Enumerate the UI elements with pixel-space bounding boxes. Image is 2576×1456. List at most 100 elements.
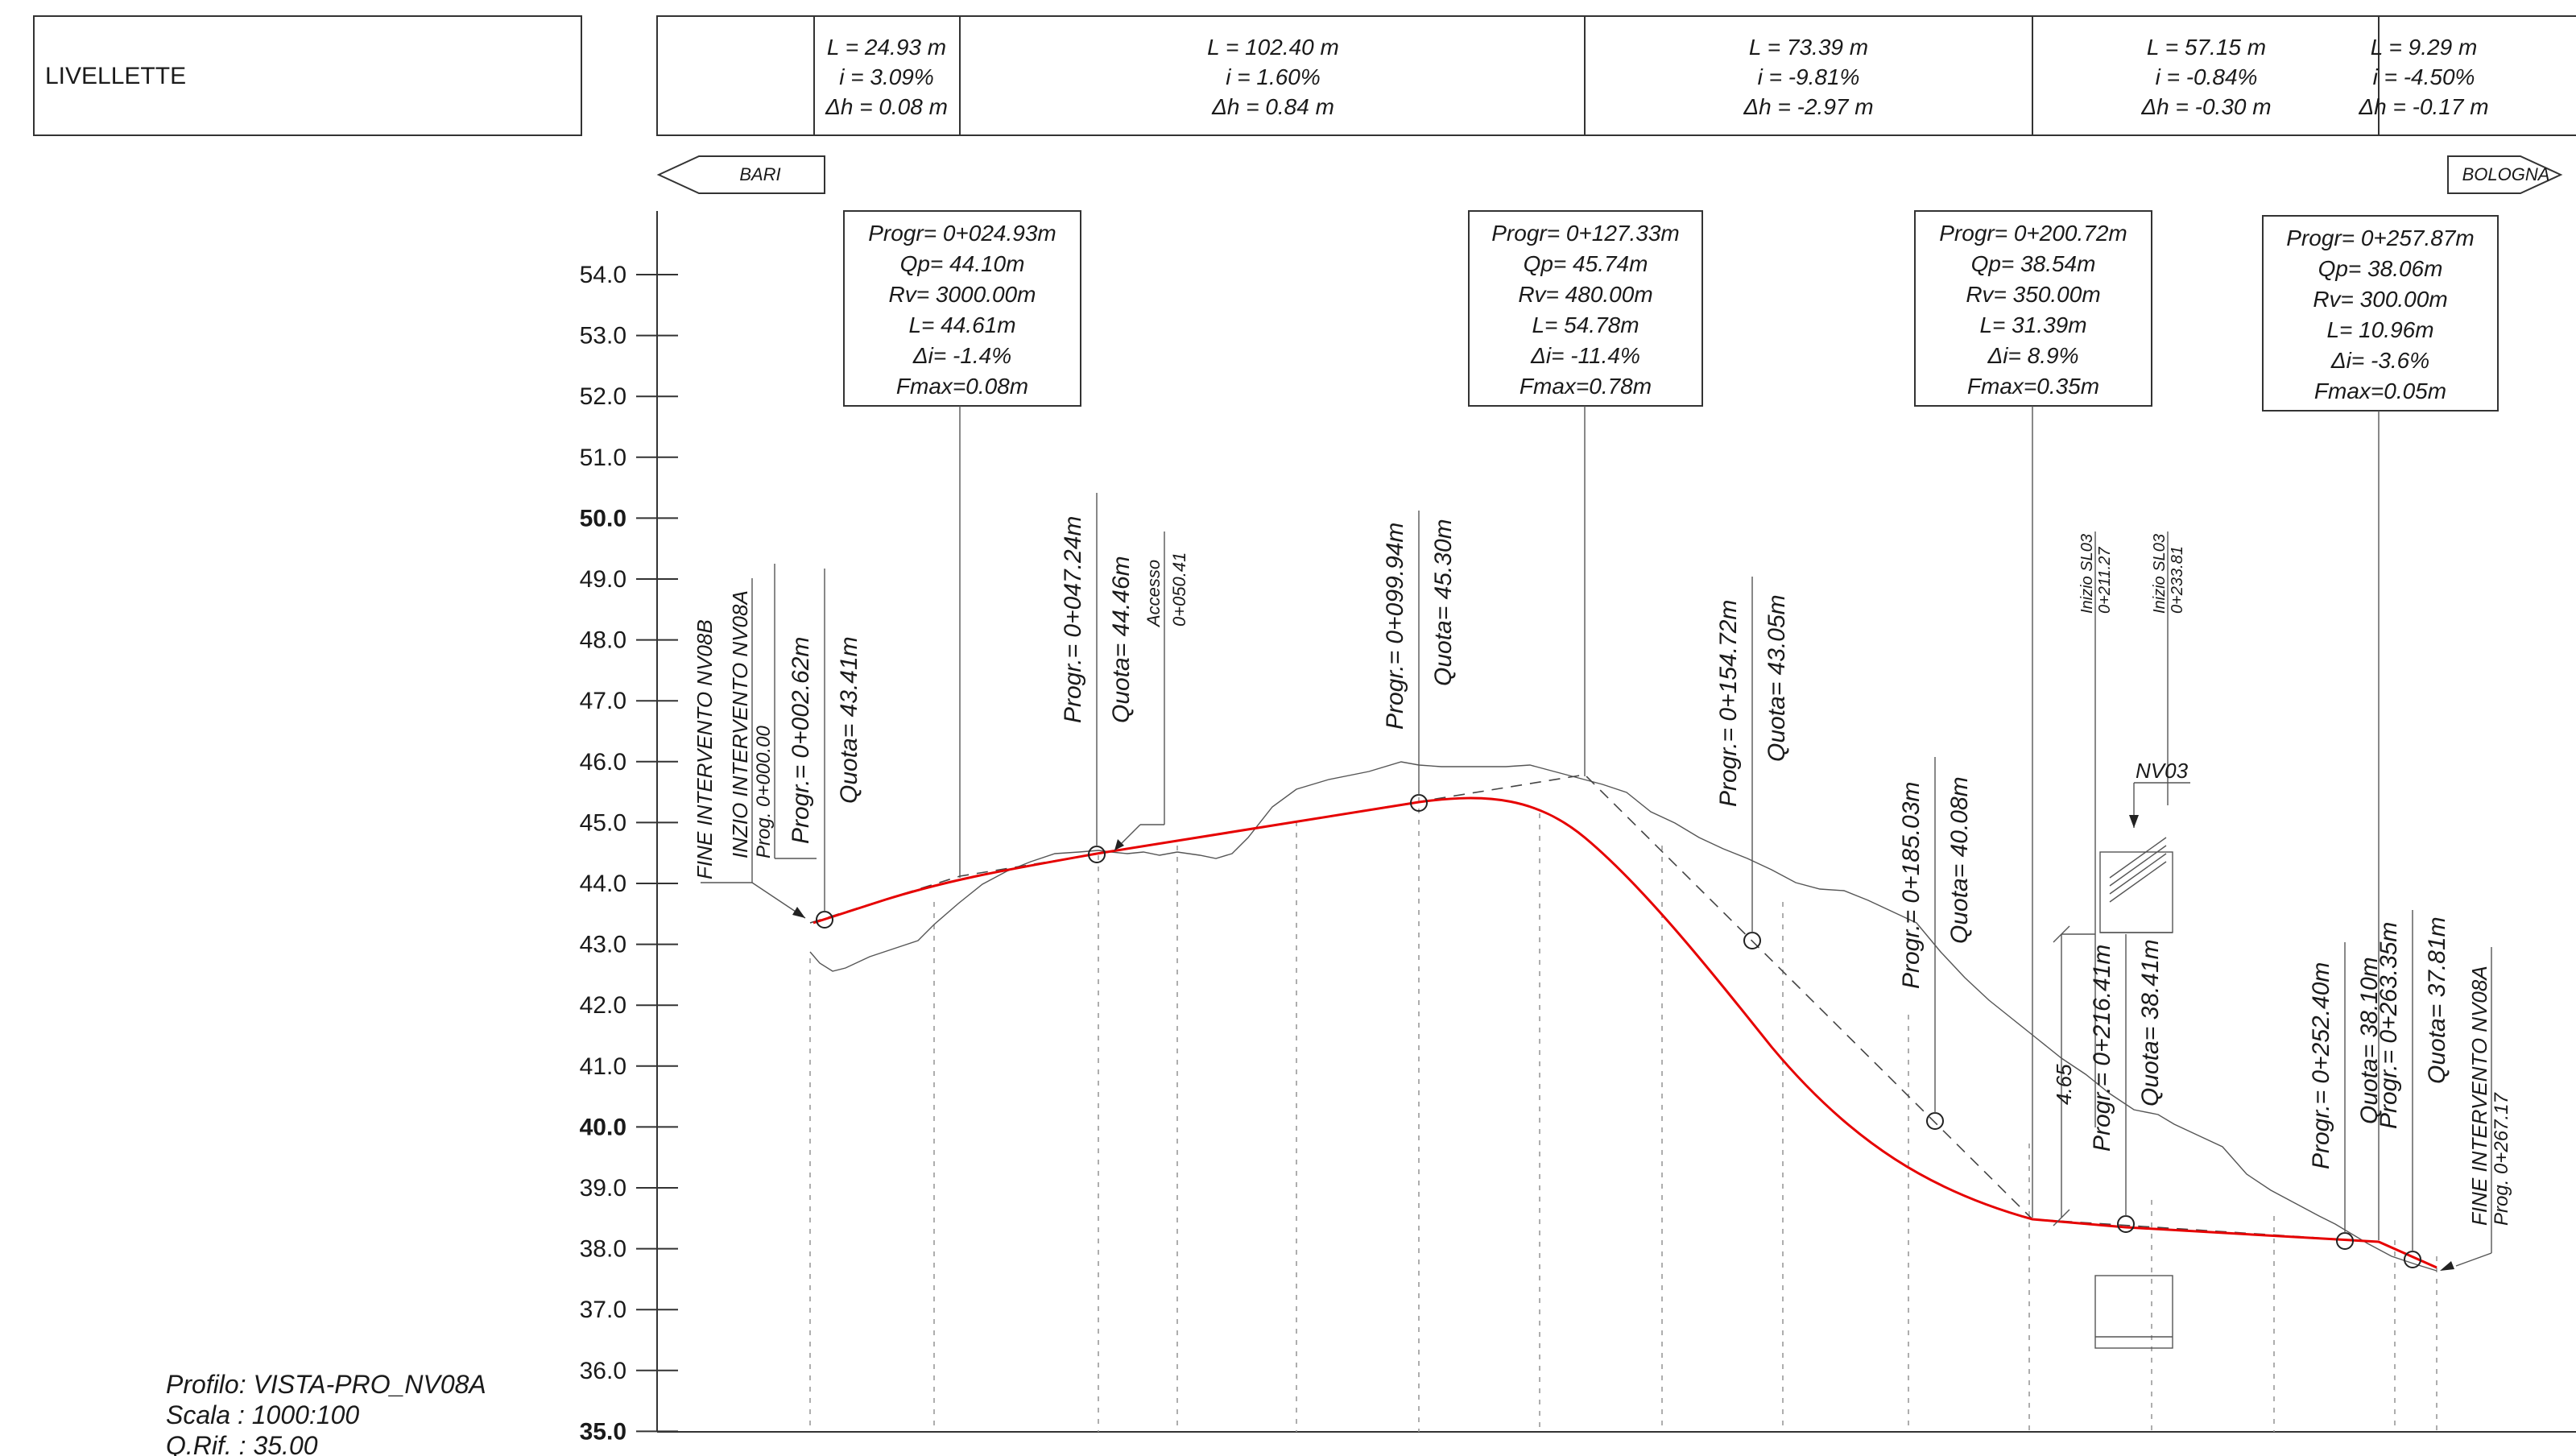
axis-tick-label: 40.0 — [580, 1114, 626, 1140]
nv03-structure: NV03 — [2099, 759, 2190, 933]
axis-tick-label: 38.0 — [580, 1236, 626, 1263]
direction-left-label: BARI — [739, 164, 780, 184]
curve-line: Progr= 0+127.33m — [1491, 221, 1680, 246]
station-8-label: Progr.= 0+263.35m Quota= 37.81m — [2375, 910, 2450, 1251]
station-quota: Quota= 38.10m — [2356, 957, 2383, 1124]
inizio-sl03-label: Inizio SL03 — [2078, 534, 2096, 614]
curve-line: Rv= 350.00m — [1966, 282, 2100, 307]
curve-line: Fmax=0.35m — [1967, 374, 2099, 399]
accesso-annotation: Accesso 0+050.41 — [1114, 532, 1189, 851]
station-progr: Progr.= 0+002.62m — [788, 637, 814, 844]
curve-line: Fmax=0.08m — [896, 374, 1028, 399]
grade-table — [656, 15, 2576, 136]
direction-right-label: BOLOGNA — [2462, 164, 2550, 184]
station-quota: Quota= 37.81m — [2424, 916, 2450, 1084]
curve-line: Rv= 480.00m — [1518, 282, 1652, 307]
axis-tick-label: 54.0 — [580, 262, 626, 288]
axis-tick-label: 51.0 — [580, 445, 626, 471]
curve-line: Progr= 0+257.87m — [2286, 225, 2475, 250]
segment-length: L = 73.39 m — [1749, 35, 1868, 60]
axis-tick-label: 39.0 — [580, 1175, 626, 1202]
title-box — [33, 15, 582, 136]
curve-box-3: Progr= 0+200.72m Qp= 38.54m Rv= 350.00m … — [1914, 210, 2152, 1218]
segment-5: L = 9.29 m i = -4.50% Δh = -0.17 m — [2358, 35, 2488, 119]
axis-tick-label: 36.0 — [580, 1358, 626, 1384]
axis-tick-label: 52.0 — [580, 383, 626, 410]
inizio-sl03-prog: 0+211.27 — [2096, 547, 2114, 614]
station-quota: Quota= 38.41m — [2137, 939, 2164, 1106]
station-3-label: Progr.= 0+099.94m Quota= 45.30m — [1382, 511, 1457, 795]
axis-tick-label: 53.0 — [580, 323, 626, 350]
profile-scale: Scala : 1000:100 — [166, 1400, 359, 1429]
fine-nv08a-label: FINE INTERVENTO NV08A — [2467, 966, 2491, 1226]
station-1-label: Progr.= 0+002.62m Quota= 43.41m — [788, 569, 862, 912]
station-4-label: Progr.= 0+154.72m Quota= 43.05m — [1715, 577, 1790, 933]
direction-arrow-right — [2447, 155, 2563, 194]
inizio-nv08a-label: INZIO INTERVENTO NV08A — [728, 590, 752, 858]
segment-grade: i = -4.50% — [2373, 64, 2475, 89]
station-6-label: Progr.= 0+216.41m Quota= 38.41m — [2089, 934, 2164, 1216]
curve-line: Rv= 300.00m — [2313, 287, 2447, 312]
axis-tick-label: 41.0 — [580, 1053, 626, 1080]
curve-box-2: Progr= 0+127.33m Qp= 45.74m Rv= 480.00m … — [1468, 210, 1703, 776]
axis-tick-label: 47.0 — [580, 688, 626, 714]
segment-length: L = 9.29 m — [2371, 35, 2478, 60]
curve-line: L= 10.96m — [2326, 317, 2433, 342]
station-quota: Quota= 45.30m — [1430, 519, 1457, 686]
axis-tick-label: 35.0 — [580, 1418, 626, 1445]
station-quota: Quota= 43.05m — [1764, 594, 1790, 762]
bridge-section — [2094, 1275, 2173, 1349]
segment-length: L = 57.15 m — [2147, 35, 2266, 60]
axis-tick-label: 43.0 — [580, 932, 626, 958]
station-quota: Quota= 44.46m — [1108, 556, 1135, 723]
curve-line: Δi= -11.4% — [1530, 343, 1640, 368]
curve-line: Progr= 0+024.93m — [868, 221, 1056, 246]
axis-tick-label: 42.0 — [580, 992, 626, 1019]
segment-dh: Δh = 0.08 m — [825, 94, 948, 119]
design-line — [812, 796, 2437, 1269]
dimension-label: 4.65 — [2052, 1064, 2076, 1105]
profile-info: Profilo: VISTA-PRO_NV08A Scala : 1000:10… — [166, 1370, 486, 1456]
station-markers — [816, 794, 2421, 1268]
axis-tick-label: 37.0 — [580, 1297, 626, 1323]
sl03-annotations: Inizio SL03 0+211.27 Inizio SL03 0+233.8… — [2078, 532, 2186, 1127]
station-progr: Progr.= 0+252.40m — [2308, 962, 2334, 1169]
dimension-annotation: 4.65 — [2052, 925, 2095, 1226]
segment-3: L = 73.39 m i = -9.81% Δh = -2.97 m — [1743, 35, 1873, 119]
station-progr: Progr.= 0+216.41m — [2089, 945, 2115, 1152]
station-2-label: Progr.= 0+047.24m Quota= 44.46m — [1060, 493, 1135, 846]
station-quota: Quota= 43.41m — [836, 636, 862, 804]
segment-grade: i = -0.84% — [2156, 64, 2258, 89]
station-marker — [2117, 1215, 2135, 1233]
segment-dh: Δh = 0.84 m — [1211, 94, 1334, 119]
accesso-label: Accesso — [1143, 560, 1164, 628]
curve-line: Qp= 38.06m — [2318, 256, 2443, 281]
axis-tick-label: 50.0 — [580, 505, 626, 532]
segment-4: L = 57.15 m i = -0.84% Δh = -0.30 m — [2140, 35, 2271, 119]
axis-tick-label: 48.0 — [580, 627, 626, 654]
title-label: LIVELLETTE — [45, 63, 186, 89]
segment-grade: i = 1.60% — [1226, 64, 1321, 89]
direction-arrow-left — [656, 155, 825, 194]
curve-line: Δi= 8.9% — [1987, 343, 2079, 368]
segment-dh: Δh = -2.97 m — [1743, 94, 1873, 119]
curve-line: Rv= 3000.00m — [889, 282, 1036, 307]
axis-tick-label: 46.0 — [580, 749, 626, 776]
segment-length: L = 102.40 m — [1207, 35, 1339, 60]
axis-tick-label: 45.0 — [580, 809, 626, 836]
curve-line: Qp= 44.10m — [900, 251, 1025, 276]
prog-end-label: Prog. 0+267.17 — [2491, 1092, 2512, 1226]
station-progr: Progr.= 0+263.35m — [2375, 922, 2402, 1129]
inizio-sl03-prog: 0+233.81 — [2169, 546, 2186, 614]
start-annotation: FINE INTERVENTO NV08B INZIO INTERVENTO N… — [693, 564, 817, 919]
accesso-prog-label: 0+050.41 — [1169, 552, 1189, 627]
station-7-label: Progr.= 0+252.40m Quota= 38.10m — [2308, 942, 2383, 1233]
curve-line: Fmax=0.05m — [2314, 378, 2446, 403]
station-marker — [1926, 1112, 1944, 1130]
station-quota: Quota= 40.08m — [1946, 776, 1973, 944]
prog-start-label: Prog. 0+000.00 — [753, 726, 775, 858]
curve-line: L= 44.61m — [908, 312, 1015, 337]
station-progr: Progr.= 0+099.94m — [1382, 523, 1408, 730]
segment-dh: Δh = -0.30 m — [2140, 94, 2271, 119]
